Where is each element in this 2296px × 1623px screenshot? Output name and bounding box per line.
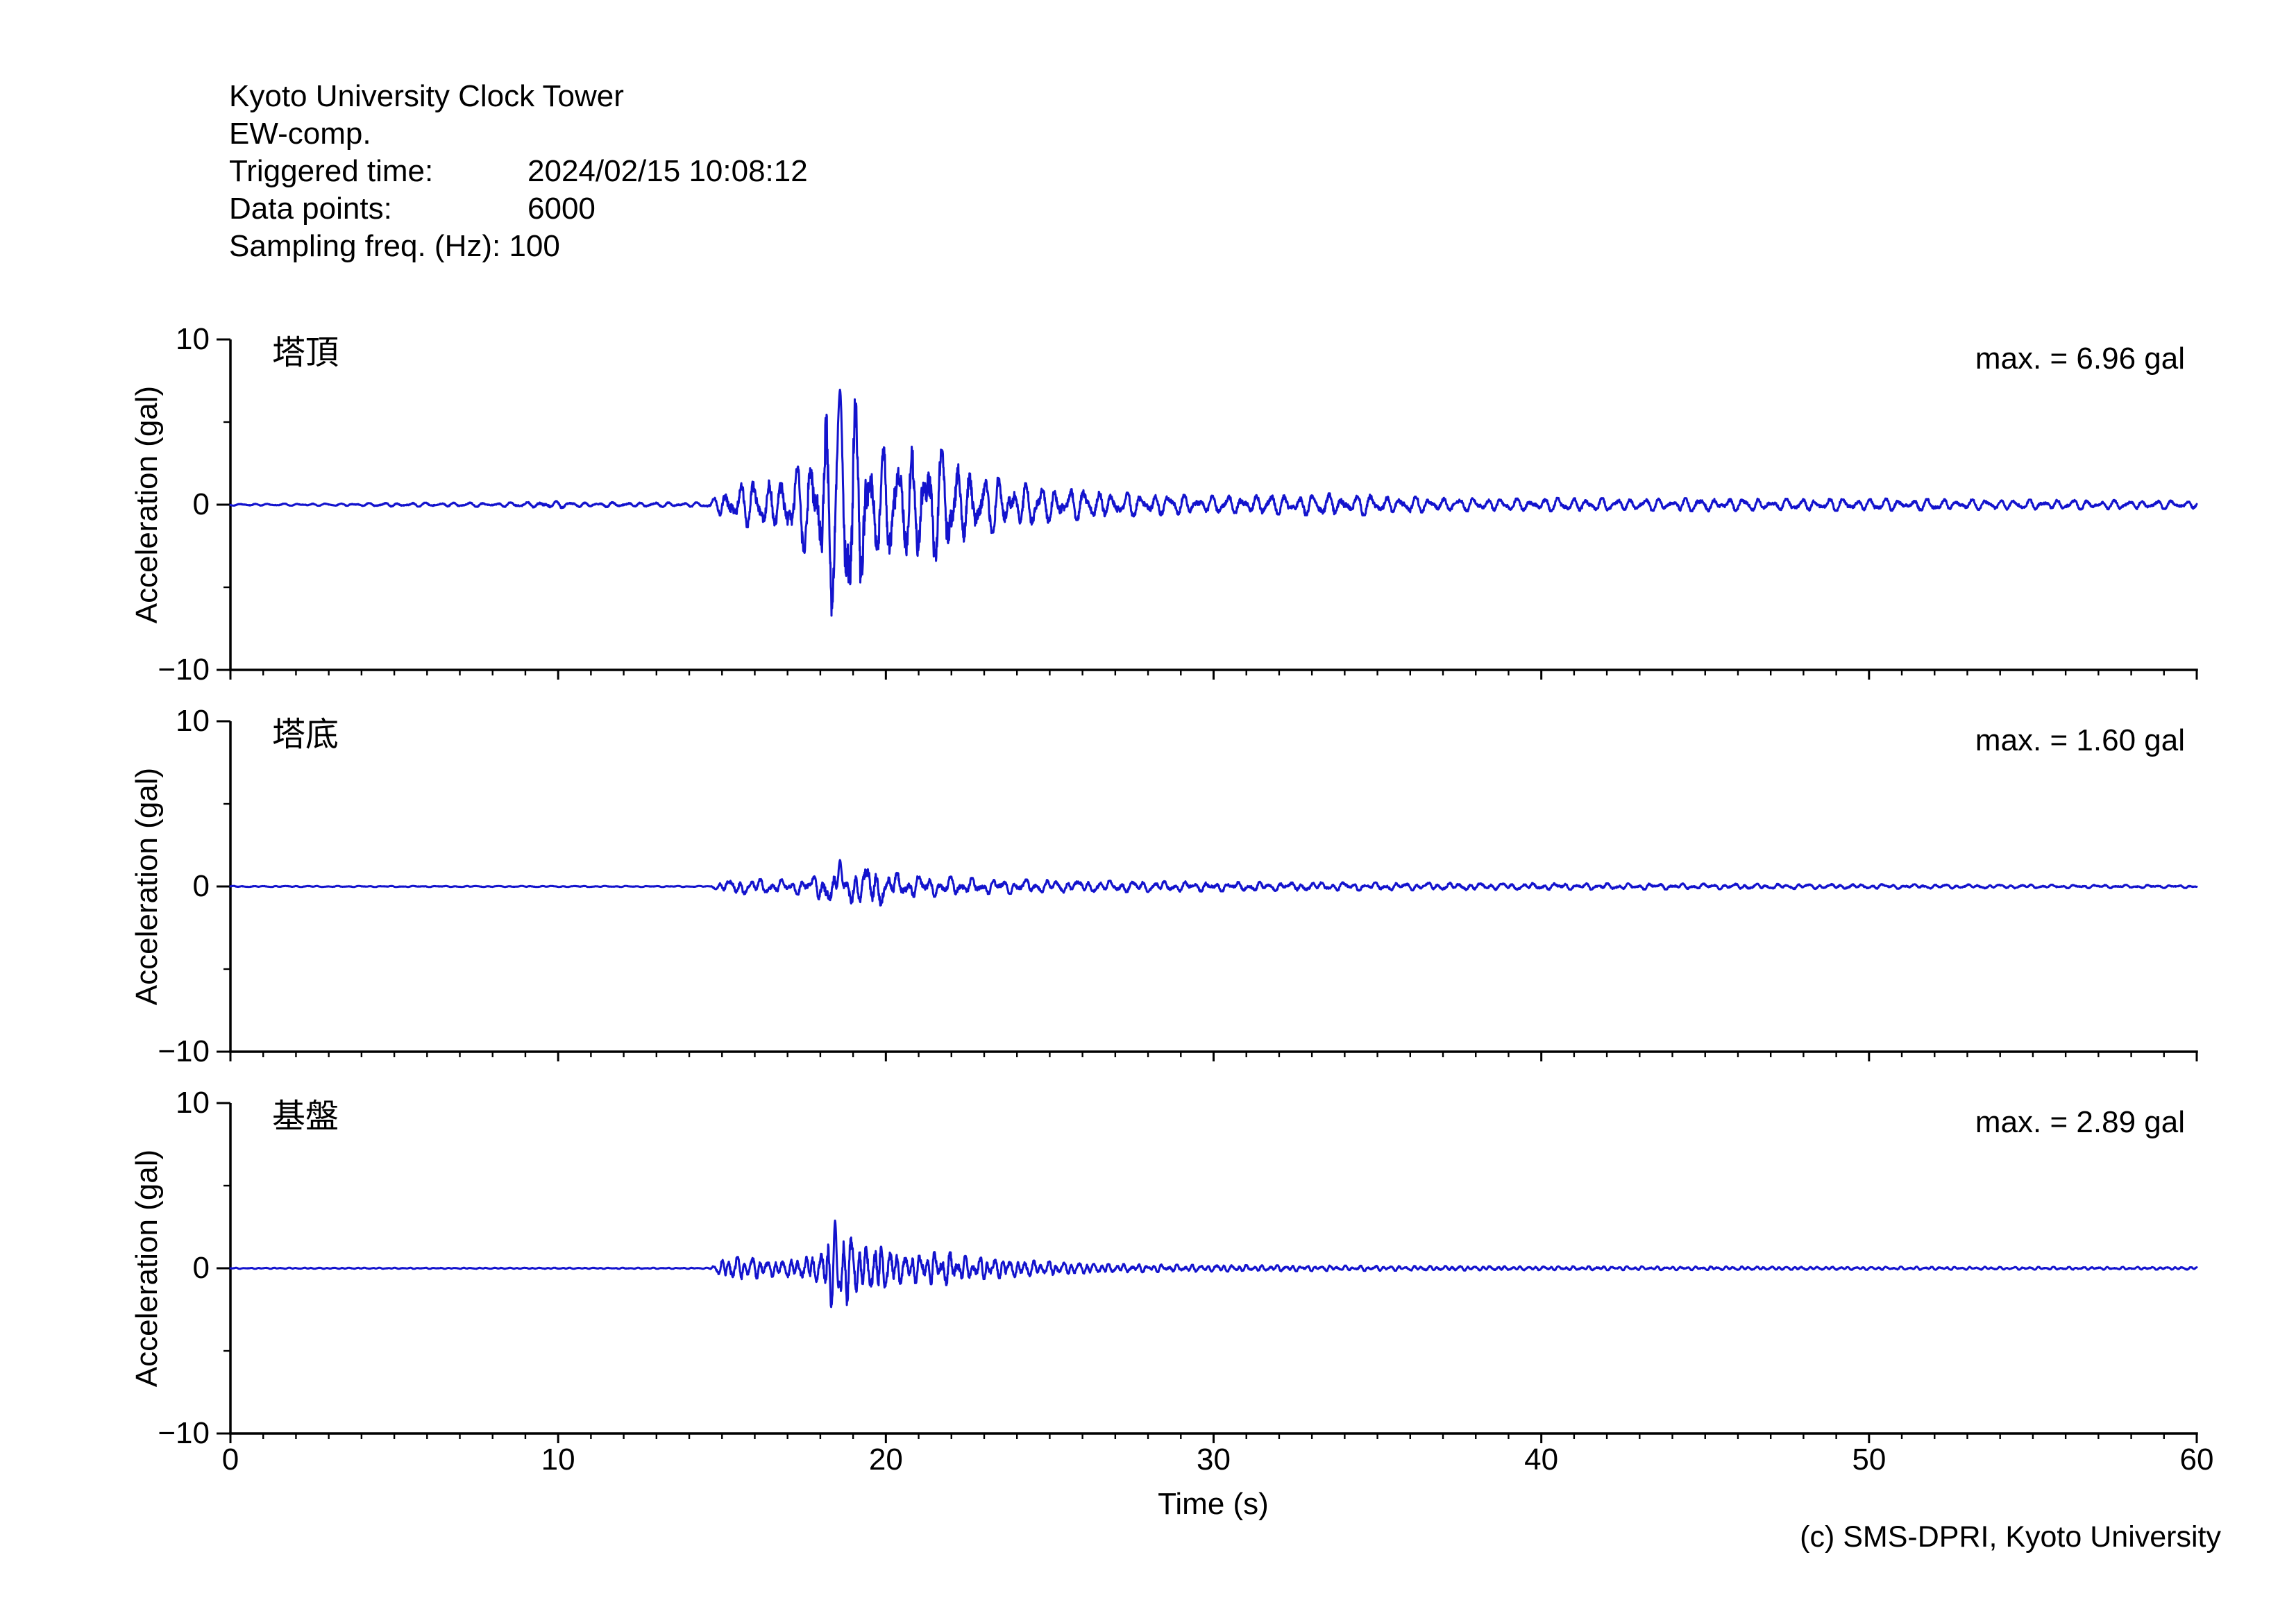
waveform-trace-1 [229,388,2198,617]
station-title: Kyoto University Clock Tower [229,79,624,113]
y-tick-label-10: 10 [176,1086,210,1120]
triggered-time-label: Triggered time: [229,154,434,188]
x-axis-title: Time (s) [1158,1487,1269,1521]
data-points-label: Data points: [229,192,392,226]
y-tick-label--10: −10 [158,1416,210,1450]
sampling-freq-line: Sampling freq. (Hz): 100 [229,229,560,263]
y-tick-label--10: −10 [158,653,210,687]
subplot3-max-value: max. = 2.89 gal [1975,1105,2185,1139]
header-info-block: Kyoto University Clock Tower EW-comp. Tr… [229,78,808,265]
y-tick-label-10: 10 [176,704,210,738]
x-tick-label-60: 60 [2179,1443,2214,1477]
y-tick-label-0: 0 [192,869,210,903]
subplot2-trace-name: 塔底 [272,716,339,753]
y-tick-label--10: −10 [158,1034,210,1068]
x-tick-label-40: 40 [1524,1443,1559,1477]
triggered-time-value: 2024/02/15 10:08:12 [527,154,808,188]
component-label: EW-comp. [229,117,371,151]
copyright-credit: (c) SMS-DPRI, Kyoto University [1800,1520,2221,1554]
x-tick-label-50: 50 [1852,1443,1886,1477]
waveform-trace-2 [229,859,2198,907]
subplot1-trace-name: 塔頂 [272,335,339,371]
subplot1-max-value: max. = 6.96 gal [1975,342,2185,376]
x-tick-label-30: 30 [1197,1443,1231,1477]
subplot2-max-value: max. = 1.60 gal [1975,723,2185,757]
waveform-trace-3 [229,1219,2198,1309]
y-tick-label-0: 0 [192,487,210,521]
x-tick-label-20: 20 [868,1443,903,1477]
x-tick-label-10: 10 [541,1443,575,1477]
x-tick-label-0: 0 [221,1443,239,1477]
y-tick-label-0: 0 [192,1251,210,1285]
subplot3-trace-name: 基盤 [272,1098,339,1135]
y-tick-label-10: 10 [176,322,210,356]
data-points-value: 6000 [527,192,596,226]
